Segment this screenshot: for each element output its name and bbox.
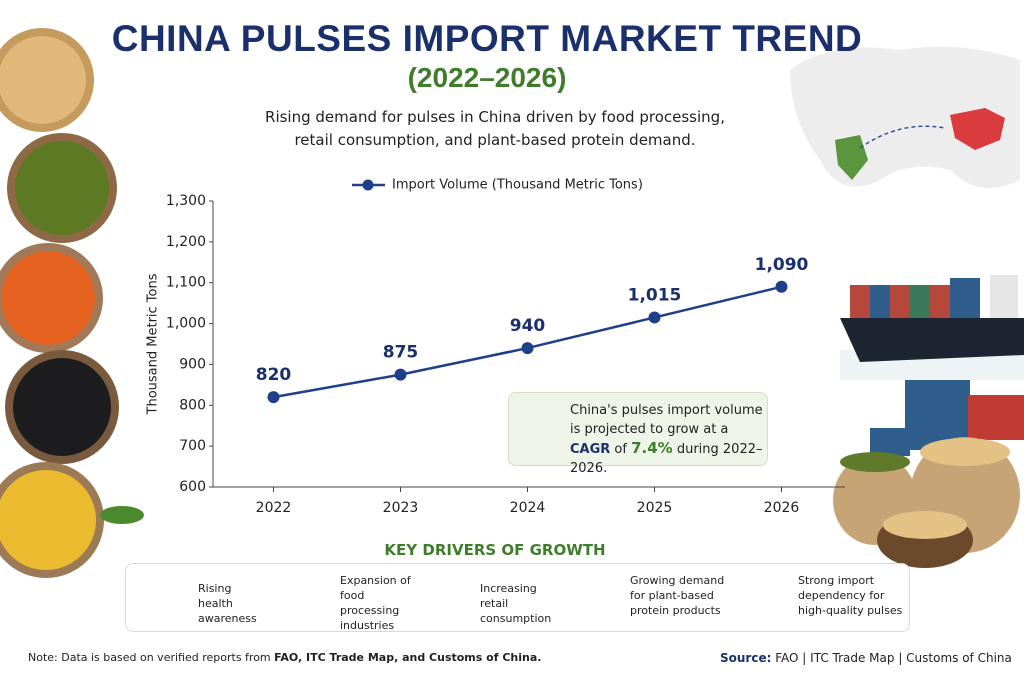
data-label: 940 [510,316,546,336]
source: Source: FAO | ITC Trade Map | Customs of… [720,651,1012,665]
text: CAGR [570,442,611,457]
data-label: 875 [383,343,419,363]
y-tick-label: 1,100 [166,275,206,291]
y-tick-label: 800 [179,397,206,413]
legend-label: Import Volume (Thousand Metric Tons) [392,178,643,193]
text: Source: [720,651,772,665]
chart-title: CHINA PULSES IMPORT MARKET TREND [111,18,863,59]
driver-text: Rising health awareness [198,582,257,625]
driver-text: Expansion of food processing industries [340,574,411,632]
chart-subtitle: (2022–2026) [407,62,567,93]
data-point [775,280,788,293]
callout-text: China's pulses import volume is projecte… [570,401,765,478]
driver-text: Growing demand for plant-based protein p… [630,574,725,617]
x-tick-label: 2026 [764,500,800,516]
data-label: 1,090 [755,255,809,275]
text: Note: Data is based on verified reports … [28,651,275,664]
drivers-box [125,563,910,632]
text: 7.4% [631,439,673,457]
driver-text: Increasing retail consumption [480,582,552,625]
text: FAO | ITC Trade Map | Customs of China [775,651,1012,665]
x-tick-label: 2024 [510,500,546,516]
y-tick-label: 600 [179,479,206,495]
trade-illustration [833,275,1024,568]
series-line [273,285,782,399]
callout-box [508,392,768,466]
description: Rising demand for pulses in China driven… [265,108,725,149]
legend-marker [362,179,374,191]
footnote: Note: Data is based on verified reports … [28,651,541,664]
data-label: 1,015 [628,285,682,305]
y-tick-label: 1,000 [166,316,206,332]
text: of [610,442,632,457]
data-label: 820 [256,365,292,385]
data-point [394,368,407,381]
text: FAO, ITC Trade Map, and Customs of China… [274,651,542,664]
data-point [267,391,280,404]
drivers-title: KEY DRIVERS OF GROWTH [384,541,606,559]
driver-text: Strong import dependency for high-qualit… [798,574,903,617]
y-tick-label: 1,300 [166,193,206,209]
y-axis-label: Thousand Metric Tons [146,273,161,415]
map [790,46,1020,188]
x-tick-label: 2025 [637,500,673,516]
y-tick-label: 900 [179,356,206,372]
text: China's pulses import volume is projecte… [570,403,763,437]
y-tick-label: 1,200 [166,234,206,250]
x-tick-label: 2022 [256,500,292,516]
pulses-bowls [0,28,144,578]
data-point [521,342,534,355]
text: during 2022–2026. [570,442,763,476]
y-tick-label: 700 [179,438,206,454]
x-tick-label: 2023 [383,500,419,516]
data-point [648,311,661,324]
